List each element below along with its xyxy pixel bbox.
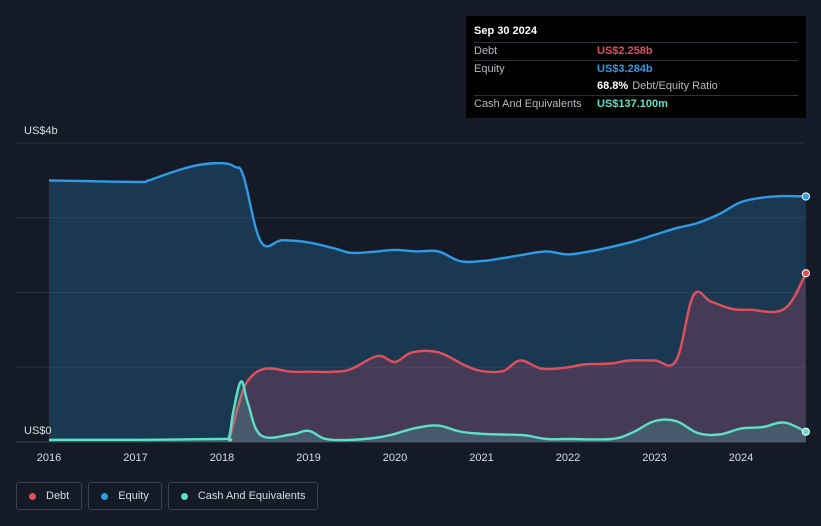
debt-area	[228, 273, 806, 442]
legend-label-debt: Debt	[46, 490, 70, 502]
x-tick-label: 2019	[296, 452, 320, 464]
equity-dot-icon	[101, 492, 109, 500]
cash-and-equivalents-endpoint	[801, 427, 810, 436]
tooltip-row-debt: Debt US$2.258b	[474, 42, 798, 60]
debt-line	[227, 272, 807, 443]
tooltip-row-ratio: 68.8% Debt/Equity Ratio	[474, 78, 798, 95]
tooltip-cash-label: Cash And Equivalents	[474, 98, 582, 110]
x-tick-label: 2021	[469, 452, 493, 464]
x-tick-label: 2024	[729, 452, 753, 464]
debt-endpoint	[801, 269, 810, 278]
equity-endpoint	[801, 192, 810, 201]
x-tick-label: 2017	[123, 452, 147, 464]
cash-and-equivalents-line	[48, 380, 807, 442]
debt-dot-icon	[29, 492, 36, 500]
tooltip-ratio-value: 68.8%	[597, 80, 629, 92]
y-axis-max-label: US$4b	[24, 125, 58, 137]
tooltip-row-equity: Equity US$3.284b	[474, 60, 798, 78]
x-tick-label: 2023	[642, 452, 666, 464]
tooltip-debt-label: Debt	[474, 45, 498, 57]
legend-item-equity[interactable]: Equity	[88, 482, 162, 510]
tooltip-equity-value: US$3.284b	[597, 63, 653, 75]
tooltip-ratio-label: Debt/Equity Ratio	[632, 80, 718, 92]
x-tick-label: 2016	[37, 452, 61, 464]
equity-line	[48, 161, 806, 264]
tooltip-debt-value: US$2.258b	[597, 45, 653, 57]
legend-label-equity: Equity	[118, 490, 149, 502]
cash-dot-icon	[180, 492, 188, 500]
x-tick-label: 2022	[556, 452, 580, 464]
tooltip-row-cash: Cash And Equivalents US$137.100m	[474, 95, 798, 113]
tooltip-equity-label: Equity	[474, 63, 505, 75]
y-axis-min-label: US$0	[24, 425, 52, 437]
cash-and-equivalents-area	[49, 381, 806, 442]
x-tick-label: 2020	[383, 452, 407, 464]
data-tooltip: Sep 30 2024 Debt US$2.258b Equity US$3.2…	[466, 16, 806, 118]
legend-item-cash[interactable]: Cash And Equivalents	[167, 482, 319, 510]
tooltip-date: Sep 30 2024	[474, 25, 537, 37]
legend-label-cash: Cash And Equivalents	[197, 490, 306, 502]
legend-item-debt[interactable]: Debt	[16, 482, 83, 510]
x-tick-label: 2018	[210, 452, 234, 464]
equity-area	[49, 163, 806, 442]
chart-legend: Debt Equity Cash And Equivalents	[16, 482, 324, 510]
tooltip-cash-value: US$137.100m	[597, 98, 668, 110]
